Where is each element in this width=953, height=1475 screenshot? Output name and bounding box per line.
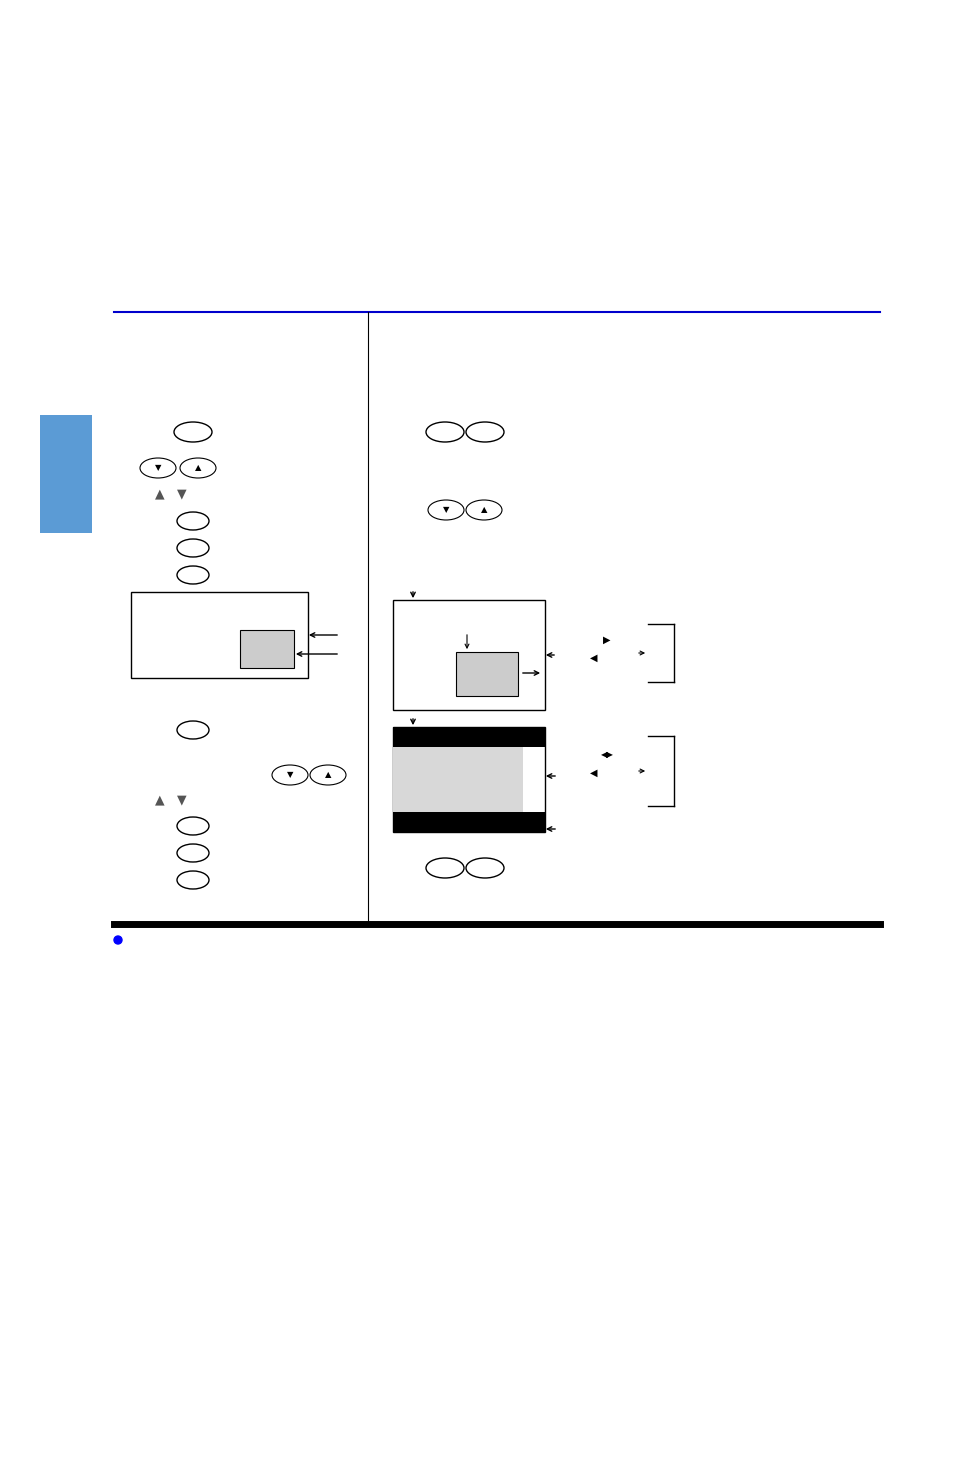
Ellipse shape bbox=[426, 858, 463, 878]
Ellipse shape bbox=[177, 844, 209, 861]
Bar bbox=[393, 813, 544, 832]
Ellipse shape bbox=[177, 817, 209, 835]
Text: ▼: ▼ bbox=[177, 794, 187, 807]
Text: ▲: ▲ bbox=[155, 488, 165, 500]
Ellipse shape bbox=[173, 422, 212, 442]
Text: ◀: ◀ bbox=[590, 653, 598, 662]
Text: ▲: ▲ bbox=[324, 770, 331, 779]
Ellipse shape bbox=[310, 766, 346, 785]
Text: ▼: ▼ bbox=[154, 463, 161, 472]
Ellipse shape bbox=[428, 500, 463, 521]
Ellipse shape bbox=[177, 872, 209, 889]
Text: ▼: ▼ bbox=[177, 488, 187, 500]
Ellipse shape bbox=[272, 766, 308, 785]
Text: ▲: ▲ bbox=[480, 506, 487, 515]
Text: ▼: ▼ bbox=[442, 506, 449, 515]
Ellipse shape bbox=[465, 422, 503, 442]
Bar bbox=[131, 591, 308, 678]
Text: ▲: ▲ bbox=[155, 794, 165, 807]
Bar bbox=[40, 414, 91, 532]
Ellipse shape bbox=[177, 538, 209, 558]
Ellipse shape bbox=[177, 512, 209, 530]
Ellipse shape bbox=[177, 566, 209, 584]
Ellipse shape bbox=[426, 422, 463, 442]
Bar bbox=[393, 746, 522, 813]
Bar bbox=[240, 630, 294, 668]
Bar bbox=[393, 600, 544, 709]
Text: ◀: ◀ bbox=[590, 768, 598, 777]
Ellipse shape bbox=[177, 721, 209, 739]
Bar bbox=[393, 727, 544, 746]
Text: ◀▶: ◀▶ bbox=[599, 751, 613, 760]
Text: ▲: ▲ bbox=[194, 463, 201, 472]
Ellipse shape bbox=[465, 500, 501, 521]
Circle shape bbox=[113, 937, 122, 944]
Text: ▼: ▼ bbox=[287, 770, 293, 779]
Text: ▶: ▶ bbox=[602, 636, 610, 645]
Ellipse shape bbox=[140, 459, 175, 478]
Ellipse shape bbox=[180, 459, 215, 478]
Bar bbox=[456, 652, 517, 696]
Ellipse shape bbox=[465, 858, 503, 878]
Bar bbox=[393, 727, 544, 832]
